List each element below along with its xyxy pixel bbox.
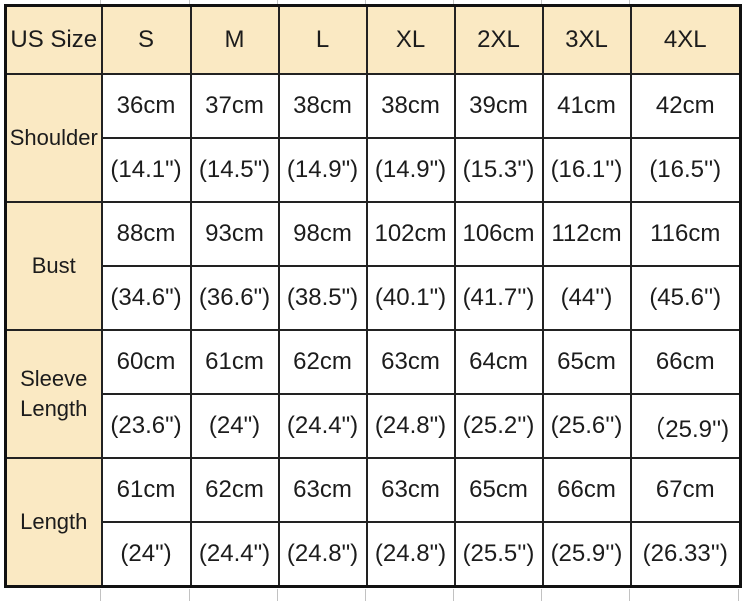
gridline [365,589,366,601]
gridline [189,0,190,4]
gridline [453,589,454,601]
value-cell-inch: (24.8") [365,521,456,587]
value-cell-inch: (24") [100,521,192,587]
value-cell-cm: 64cm [453,329,544,395]
header-corner-cell: US Size [4,4,103,75]
value-cell-cm: 67cm [629,457,742,523]
value-cell-inch: (23.6") [100,393,192,459]
spreadsheet-gridline-stub-bottom [0,589,742,601]
value-cell-cm: 61cm [100,457,192,523]
value-cell-cm: 36cm [100,73,192,139]
size-header-cell: XL [365,4,456,75]
value-cell-inch: (44'') [541,265,632,331]
sleeve-length-inch-row: (23.6") (24") (24.4") (24.8") (25.2'') (… [6,393,742,459]
value-cell-cm: 93cm [189,201,280,267]
gridline [189,589,190,601]
value-cell-inch: (16.5'') [629,137,742,203]
bust-inch-row: (34.6") (36.6") (38.5") (40.1") (41.7'')… [6,265,742,331]
shoulder-inch-row: (14.1") (14.5") (14.9") (14.9") (15.3'')… [6,137,742,203]
header-row: US Size S M L XL 2XL 3XL 4XL [4,4,742,75]
gridline [541,0,542,4]
gridline [100,589,101,601]
value-cell-cm: 65cm [453,457,544,523]
value-cell-cm: 63cm [277,457,368,523]
spreadsheet-gridline-stub-top [0,0,742,4]
length-inch-row: (24") (24.4") (24.8") (24.8") (25.5'') (… [6,521,742,587]
gridline [629,589,630,601]
value-cell-cm: 37cm [189,73,280,139]
value-cell-cm: 41cm [541,73,632,139]
value-cell-inch: (24.4") [189,521,280,587]
value-cell-inch: (14.5") [189,137,280,203]
value-cell-inch: (25.5'') [453,521,544,587]
value-cell-inch: (14.9") [365,137,456,203]
value-cell-inch: (24.8") [277,521,368,587]
value-cell-cm: 102cm [365,201,456,267]
size-header-cell: L [277,4,368,75]
measurement-label-shoulder: Shoulder [4,73,103,203]
value-cell-cm: 38cm [277,73,368,139]
gridline [277,0,278,4]
value-cell-cm: 88cm [100,201,192,267]
value-cell-cm: 62cm [277,329,368,395]
size-header-cell: M [189,4,280,75]
value-cell-cm: 116cm [629,201,742,267]
shoulder-cm-row: Shoulder 36cm 37cm 38cm 38cm 39cm 41cm 4… [4,73,742,203]
measurement-label-sleeve-length: Sleeve Length [4,329,103,459]
value-cell-cm: 65cm [541,329,632,395]
value-cell-cm: 63cm [365,457,456,523]
value-cell-inch: (26.33'') [629,521,742,587]
value-cell-inch: (34.6") [100,265,192,331]
value-cell-cm: 112cm [541,201,632,267]
gridline [541,589,542,601]
value-cell-inch: (15.3'') [453,137,544,203]
value-cell-inch: (14.9") [277,137,368,203]
value-cell-cm: 63cm [365,329,456,395]
sleeve-length-cm-row: Sleeve Length 60cm 61cm 62cm 63cm 64cm 6… [4,329,742,459]
value-cell-inch: (40.1") [365,265,456,331]
value-cell-inch: (14.1") [100,137,192,203]
value-cell-inch: (25.6'') [541,393,632,459]
value-cell-cm: 62cm [189,457,280,523]
value-cell-cm: 60cm [100,329,192,395]
value-cell-inch: (41.7'') [453,265,544,331]
value-cell-cm: 66cm [629,329,742,395]
size-header-cell: 3XL [541,4,632,75]
value-cell-inch: (16.1'') [541,137,632,203]
length-cm-row: Length 61cm 62cm 63cm 63cm 65cm 66cm 67c… [4,457,742,587]
value-cell-inch: (38.5") [277,265,368,331]
value-cell-cm: 39cm [453,73,544,139]
size-chart-table: US Size S M L XL 2XL 3XL 4XL Shoulder 36… [4,4,742,588]
value-cell-inch: (24.4") [277,393,368,459]
value-cell-inch: (36.6") [189,265,280,331]
size-header-cell: 2XL [453,4,544,75]
value-cell-cm: 38cm [365,73,456,139]
value-cell-inch: (45.6'') [629,265,742,331]
gridline [277,589,278,601]
value-cell-cm: 98cm [277,201,368,267]
value-cell-cm: 66cm [541,457,632,523]
measurement-label-length: Length [4,457,103,587]
gridline [629,0,630,4]
value-cell-inch: (25.9'') [541,521,632,587]
value-cell-inch: (25.2'') [453,393,544,459]
measurement-label-bust: Bust [4,201,103,331]
value-cell-cm: 106cm [453,201,544,267]
value-cell-cm: 61cm [189,329,280,395]
value-cell-inch: (24.8") [365,393,456,459]
gridline [365,0,366,4]
value-cell-cm: 42cm [629,73,742,139]
bust-cm-row: Bust 88cm 93cm 98cm 102cm 106cm 112cm 11… [4,201,742,331]
value-cell-inch: （25.9'') [629,393,742,459]
size-header-cell: 4XL [629,4,742,75]
size-header-cell: S [100,4,192,75]
gridline [100,0,101,4]
gridline [738,589,739,601]
gridline [453,0,454,4]
value-cell-inch: (24") [189,393,280,459]
